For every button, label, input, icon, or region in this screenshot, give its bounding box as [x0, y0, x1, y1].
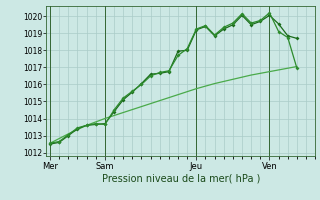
X-axis label: Pression niveau de la mer( hPa ): Pression niveau de la mer( hPa ) [102, 173, 260, 183]
